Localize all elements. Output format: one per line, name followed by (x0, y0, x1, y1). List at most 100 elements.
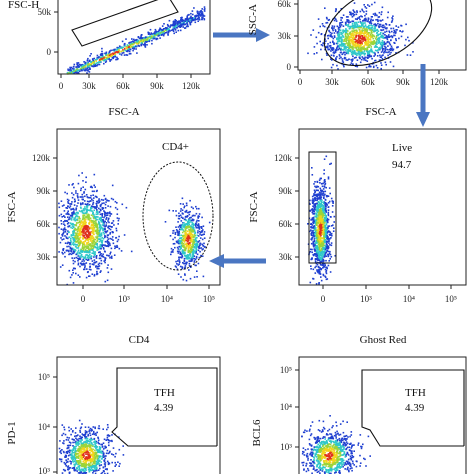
event-dot (81, 220, 83, 223)
event-dot (72, 213, 75, 216)
event-dot (99, 228, 102, 231)
event-dot (379, 54, 381, 57)
event-dot (203, 237, 206, 239)
event-dot (319, 267, 321, 269)
event-dot (386, 41, 388, 44)
event-dot (338, 26, 341, 29)
event-dot (367, 38, 370, 41)
event-dot (395, 52, 397, 54)
event-dot (154, 35, 156, 37)
event-dot (327, 254, 330, 256)
event-dot (197, 241, 199, 243)
event-dot (87, 251, 90, 253)
event-dot (397, 26, 400, 28)
event-dot (79, 231, 81, 233)
event-dot (92, 244, 95, 247)
event-dot (159, 33, 161, 36)
event-dot (110, 255, 113, 258)
event-dot (369, 34, 372, 36)
event-dot (326, 236, 328, 238)
event-dot (344, 43, 347, 45)
event-dot (118, 51, 121, 53)
event-dot (116, 240, 119, 243)
event-dot (190, 250, 192, 252)
event-dot (86, 242, 88, 244)
event-dot (95, 216, 97, 219)
event-dot (104, 213, 106, 216)
event-dot (77, 262, 80, 265)
event-dot (84, 265, 86, 267)
event-dot (384, 45, 386, 48)
event-dot (198, 224, 200, 227)
event-dot (353, 22, 356, 24)
event-dot (87, 255, 89, 258)
event-dot (180, 276, 182, 278)
event-dot (384, 49, 386, 52)
event-dot (373, 40, 375, 42)
event-dot (92, 240, 95, 242)
event-dot (185, 219, 187, 222)
event-dot (83, 64, 86, 67)
event-dot (78, 229, 81, 232)
event-dot (111, 54, 113, 56)
event-dot (71, 212, 73, 214)
event-dot (190, 260, 193, 262)
event-dot (327, 221, 329, 223)
event-dot (180, 20, 182, 22)
event-dot (107, 264, 109, 266)
event-dot (391, 20, 394, 22)
event-dot (377, 16, 380, 18)
event-dot (312, 231, 314, 234)
event-dot (389, 61, 392, 63)
event-dot (321, 207, 324, 210)
event-dot (95, 236, 98, 239)
event-dot (78, 72, 80, 75)
event-dot (317, 218, 319, 220)
event-dot (190, 235, 193, 238)
event-dot (90, 224, 93, 226)
event-dot (347, 46, 349, 49)
event-dot (196, 234, 199, 237)
event-dot (186, 226, 188, 228)
event-dot (100, 53, 102, 55)
event-dot (88, 248, 90, 250)
event-dot (73, 72, 76, 75)
event-dot (183, 241, 186, 243)
event-dot (185, 279, 188, 282)
event-dot (356, 23, 358, 25)
event-dot (167, 30, 170, 33)
event-dot (192, 242, 194, 245)
event-dot (92, 232, 94, 234)
event-dot (115, 49, 118, 51)
event-dot (76, 219, 79, 222)
event-dot (349, 36, 352, 38)
event-dot (75, 70, 77, 73)
event-dot (348, 47, 351, 49)
event-dot (348, 37, 351, 39)
event-dot (120, 54, 123, 56)
event-dot (90, 238, 92, 241)
event-dot (105, 231, 107, 234)
event-dot (115, 237, 117, 239)
event-dot (78, 255, 81, 257)
event-dot (178, 23, 181, 25)
event-dot (128, 42, 130, 44)
event-dot (341, 60, 344, 62)
event-dot (376, 41, 378, 43)
event-dot (65, 220, 68, 222)
event-dot (109, 237, 111, 240)
event-dot (367, 50, 370, 53)
event-dot (376, 39, 379, 41)
event-dot (89, 197, 92, 199)
event-dot (323, 242, 325, 245)
event-dot (112, 49, 114, 51)
event-dot (324, 199, 327, 201)
event-dot (356, 11, 358, 13)
x-tick-label: 120k (430, 77, 449, 87)
event-dot (67, 213, 69, 215)
event-dot (187, 235, 190, 238)
event-dot (202, 275, 205, 278)
event-dot (321, 253, 323, 256)
event-dot (352, 30, 355, 33)
event-dot (395, 25, 397, 27)
